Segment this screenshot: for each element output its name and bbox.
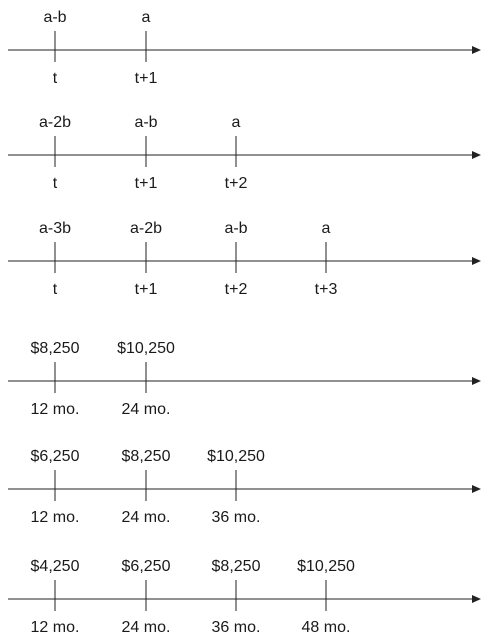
tick-label-below: t+1 — [135, 281, 158, 298]
tick-label-above: a-2b — [130, 220, 162, 237]
tick-label-above: a-b — [224, 220, 247, 237]
tick-label-above: a — [142, 9, 151, 26]
tick-label-above: a-b — [43, 9, 66, 26]
tick-label-below: 24 mo. — [122, 401, 171, 418]
tick-label-below: t+2 — [225, 175, 248, 192]
timeline-5: $6,250 12 mo. $8,250 24 mo. $10,250 36 mo. — [8, 448, 481, 526]
tick-label-below: t — [53, 281, 58, 298]
tick-label-below: t — [53, 175, 58, 192]
tick-label-above: $6,250 — [31, 448, 80, 465]
arrow-head-icon — [472, 595, 481, 603]
tick-label-below: 36 mo. — [212, 619, 261, 636]
tick-label-below: 12 mo. — [31, 401, 80, 418]
tick-label-above: a-3b — [39, 220, 71, 237]
tick-label-above: a-b — [134, 114, 157, 131]
tick-label-below: t — [53, 70, 58, 87]
timeline-3: a-3b t a-2b t+1 a-b t+2 a t+3 — [8, 220, 481, 298]
tick-label-above: $6,250 — [122, 558, 171, 575]
tick-label-below: t+2 — [225, 281, 248, 298]
tick-label-above: $8,250 — [212, 558, 261, 575]
tick-label-above: $10,250 — [117, 340, 175, 357]
timeline-6: $4,250 12 mo. $6,250 24 mo. $8,250 36 mo. $10,… — [8, 558, 481, 636]
tick-label-above: $4,250 — [31, 558, 80, 575]
tick-label-below: 36 mo. — [212, 509, 261, 526]
tick-label-below: 12 mo. — [31, 509, 80, 526]
tick-label-below: 12 mo. — [31, 619, 80, 636]
timeline-4: $8,250 12 mo. $10,250 24 mo. — [8, 340, 481, 418]
timeline-2: a-2b t a-b t+1 a t+2 — [8, 114, 481, 192]
tick-label-above: a — [322, 220, 331, 237]
timeline-1: a-b t a t+1 — [8, 9, 481, 87]
tick-label-above: a — [232, 114, 241, 131]
arrow-head-icon — [472, 151, 481, 159]
tick-label-below: t+1 — [135, 175, 158, 192]
tick-label-above: $10,250 — [207, 448, 265, 465]
arrow-head-icon — [472, 46, 481, 54]
tick-label-above: $8,250 — [122, 448, 171, 465]
tick-label-below: 24 mo. — [122, 509, 171, 526]
tick-label-above: a-2b — [39, 114, 71, 131]
tick-label-below: t+3 — [315, 281, 338, 298]
tick-label-below: 48 mo. — [302, 619, 351, 636]
tick-label-below: t+1 — [135, 70, 158, 87]
arrow-head-icon — [472, 377, 481, 385]
arrow-head-icon — [472, 257, 481, 265]
tick-label-above: $10,250 — [297, 558, 355, 575]
arrow-head-icon — [472, 485, 481, 493]
tick-label-below: 24 mo. — [122, 619, 171, 636]
tick-label-above: $8,250 — [31, 340, 80, 357]
